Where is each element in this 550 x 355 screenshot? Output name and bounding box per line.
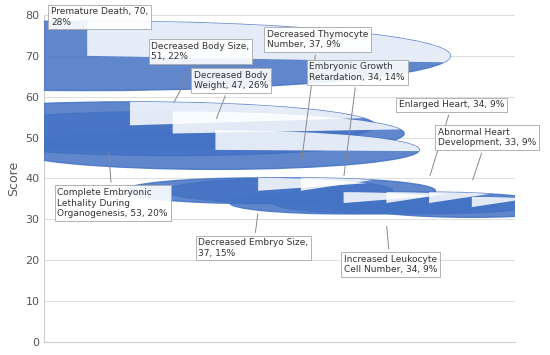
Wedge shape bbox=[130, 102, 364, 125]
Wedge shape bbox=[429, 192, 490, 203]
Circle shape bbox=[0, 111, 404, 156]
Wedge shape bbox=[258, 178, 367, 191]
Text: Enlarged Heart, 34, 9%: Enlarged Heart, 34, 9% bbox=[399, 100, 504, 176]
Circle shape bbox=[273, 192, 500, 214]
Wedge shape bbox=[173, 111, 400, 133]
Text: Premature Death, 70,
28%: Premature Death, 70, 28% bbox=[51, 7, 148, 33]
Circle shape bbox=[0, 102, 376, 149]
Circle shape bbox=[166, 178, 436, 204]
Text: Abnormal Heart
Development, 33, 9%: Abnormal Heart Development, 33, 9% bbox=[438, 128, 536, 180]
Wedge shape bbox=[386, 192, 447, 203]
Wedge shape bbox=[472, 197, 529, 207]
Wedge shape bbox=[344, 192, 431, 203]
Circle shape bbox=[0, 21, 450, 91]
Text: Increased Leukocyte
Cell Number, 34, 9%: Increased Leukocyte Cell Number, 34, 9% bbox=[344, 226, 437, 274]
Circle shape bbox=[12, 130, 419, 169]
Text: Decreased Thymocyte
Number, 37, 9%: Decreased Thymocyte Number, 37, 9% bbox=[267, 30, 368, 163]
Wedge shape bbox=[301, 178, 373, 191]
Text: Embryonic Growth
Retardation, 34, 14%: Embryonic Growth Retardation, 34, 14% bbox=[310, 62, 405, 176]
Wedge shape bbox=[87, 21, 450, 62]
Circle shape bbox=[365, 197, 550, 217]
Text: Decreased Body
Weight, 47, 26%: Decreased Body Weight, 47, 26% bbox=[194, 71, 268, 119]
Text: Decreased Body Size,
51, 22%: Decreased Body Size, 51, 22% bbox=[151, 42, 250, 103]
Wedge shape bbox=[216, 130, 419, 151]
Text: Complete Embryonic
Lethality During
Organogenesis, 53, 20%: Complete Embryonic Lethality During Orga… bbox=[57, 153, 168, 218]
Circle shape bbox=[124, 178, 393, 204]
Y-axis label: Score: Score bbox=[7, 161, 20, 196]
Circle shape bbox=[230, 192, 458, 214]
Circle shape bbox=[315, 192, 543, 214]
Text: Decreased Embryo Size,
37, 15%: Decreased Embryo Size, 37, 15% bbox=[199, 214, 309, 258]
